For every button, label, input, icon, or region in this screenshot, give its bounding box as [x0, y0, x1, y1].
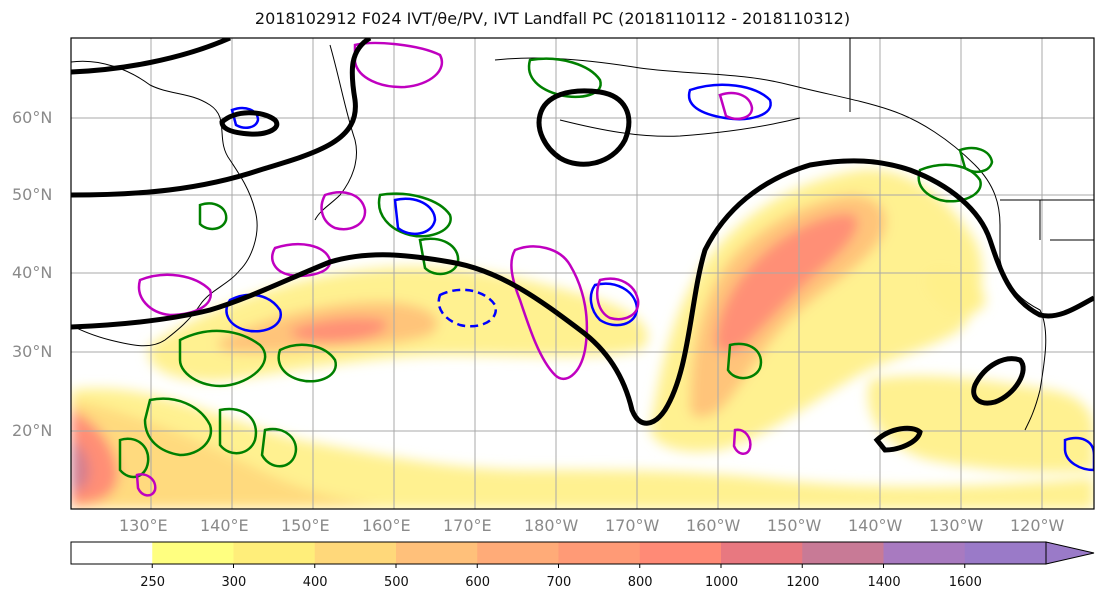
colorbar-swatch — [964, 542, 1047, 564]
colorbar-tick-label: 250 — [140, 575, 166, 590]
lon-tick-label: 150°E — [281, 516, 330, 535]
colorbar-swatch — [477, 542, 559, 564]
map-frame — [70, 37, 1095, 510]
colorbar-tick-label: 300 — [221, 575, 247, 590]
colorbar-extend-arrow — [1045, 541, 1095, 565]
lon-tick-label: 120°W — [1010, 516, 1065, 535]
border-us-canada — [849, 38, 1094, 241]
colorbar-swatch — [396, 542, 478, 564]
page-title: 2018102912 F024 IVT/θe/PV, IVT Landfall … — [254, 9, 851, 28]
colorbar-swatch — [233, 542, 316, 564]
colorbar-swatch — [314, 542, 397, 564]
ivt-band-mid — [71, 400, 380, 509]
colorbar-tick-label: 1400 — [867, 575, 901, 590]
ivt-band-south — [71, 388, 1094, 509]
colorbar-swatch — [71, 542, 153, 564]
black-contour-small-low — [219, 110, 280, 137]
colorbar-tick-label: 400 — [302, 575, 328, 590]
lon-tick-label: 150°W — [767, 516, 822, 535]
lat-tick-label: 30°N — [12, 342, 53, 361]
colorbar-tick-label: 700 — [546, 575, 572, 590]
contours-magenta — [135, 41, 754, 497]
ivt-east-patch-2 — [925, 269, 986, 315]
lon-tick-label: 140°W — [848, 516, 903, 535]
lon-tick-label: 170°W — [605, 516, 660, 535]
lat-tick-label: 60°N — [12, 108, 53, 127]
ivt-ar-east-core — [715, 213, 858, 354]
contours-black — [71, 38, 1094, 453]
colorbar-swatch — [883, 542, 966, 564]
coastlines — [71, 38, 1094, 431]
lat-tick-label: 40°N — [12, 263, 53, 282]
lon-tick-label: 130°W — [929, 516, 984, 535]
black-contour-east-cell — [971, 356, 1026, 406]
lon-tick-label: 130°E — [119, 516, 168, 535]
map-panel — [71, 38, 1094, 509]
lon-tick-label: 160°E — [362, 516, 411, 535]
coast-alaska — [494, 57, 1047, 431]
lon-tick-label: 170°E — [443, 516, 492, 535]
colorbar-tick-label: 1200 — [786, 575, 820, 590]
coast-kamchatka-peninsula — [314, 44, 357, 221]
colorbar-tick-label: 800 — [627, 575, 653, 590]
lat-tick-label: 50°N — [12, 185, 53, 204]
lon-tick-label: 160°W — [686, 516, 741, 535]
lon-tick-label: 180°W — [524, 516, 579, 535]
black-contour-alaska-low — [536, 88, 632, 167]
lat-tick-label: 20°N — [12, 421, 53, 440]
black-contour-trough — [71, 38, 372, 198]
coast-aleutians — [559, 117, 801, 137]
colorbar-tick-label: 1600 — [948, 575, 982, 590]
colorbar-tick-label: 600 — [465, 575, 491, 590]
colorbar-swatch — [639, 542, 722, 564]
colorbar-swatch — [721, 542, 803, 564]
ivt-west-edge-peak — [71, 440, 90, 491]
colorbar-tick-label: 1000 — [705, 575, 739, 590]
black-contour-main — [71, 158, 1094, 426]
black-contour-east-small — [873, 425, 923, 453]
ivt-ar-west-core — [290, 317, 388, 343]
colorbar — [70, 541, 1095, 568]
black-contour-north — [71, 38, 232, 75]
lon-tick-label: 140°E — [200, 516, 249, 535]
contours-blue — [225, 83, 1094, 472]
colorbar-swatch — [152, 542, 234, 564]
colorbar-swatch — [558, 542, 641, 564]
colorbar-tick-label: 500 — [384, 575, 409, 590]
colorbar-swatch — [802, 542, 884, 564]
coast-asia-kamchatka — [71, 60, 258, 347]
contours-green — [118, 57, 994, 479]
